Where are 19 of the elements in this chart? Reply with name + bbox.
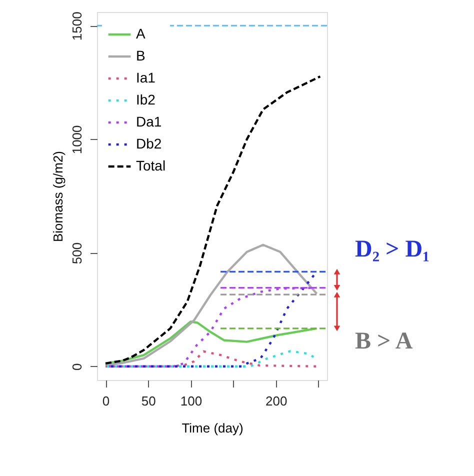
legend-label: B: [136, 48, 146, 64]
text: D₂ > D₁: [355, 236, 430, 263]
y-tick-label: 1000: [70, 125, 84, 154]
x-tick-label: 200: [266, 394, 288, 408]
legend-label: Total: [136, 158, 166, 174]
y-tick-label: 500: [70, 242, 84, 264]
legend-label: Db2: [136, 136, 162, 152]
legend-label: A: [136, 26, 146, 42]
y-axis-title: Biomass (g/m2): [50, 150, 66, 242]
x-tick-label: 100: [180, 394, 202, 408]
x-axis-title: Time (day): [182, 420, 244, 436]
y-tick-label: 1500: [70, 12, 84, 41]
x-tick-label: 50: [141, 394, 156, 408]
legend-label: Ib2: [136, 92, 156, 108]
text: B > A: [355, 328, 414, 355]
x-tick-label: 0: [102, 394, 110, 408]
legend-label: Ia1: [136, 70, 156, 86]
y-tick-label: 0: [70, 363, 84, 370]
legend-label: Da1: [136, 114, 162, 130]
